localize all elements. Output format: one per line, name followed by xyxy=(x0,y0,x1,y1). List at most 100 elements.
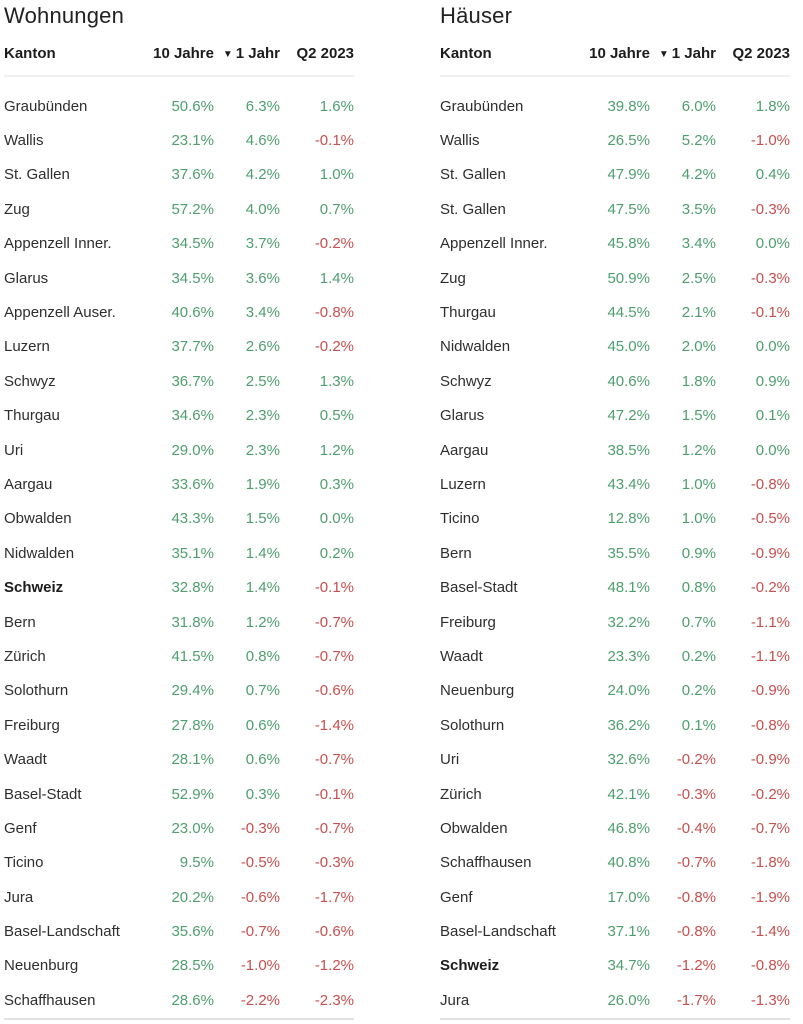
ten-jahre-cell: 44.5% xyxy=(607,304,650,322)
wohnungen-header-kanton[interactable]: Kanton xyxy=(4,45,56,62)
q2-cell: -0.7% xyxy=(314,647,354,665)
q2-cell: 1.4% xyxy=(319,269,354,287)
haeuser-header-10-jahre[interactable]: 10 Jahre xyxy=(589,45,650,62)
canton-cell: Neuenburg xyxy=(440,682,515,700)
canton-cell: Schwyz xyxy=(4,372,56,390)
ein-jahr-cell: -0.3% xyxy=(676,785,716,803)
ten-jahre-cell: 31.8% xyxy=(171,613,214,631)
canton-cell: Thurgau xyxy=(4,407,60,425)
table-row: Genf 17.0% -0.8% -1.9% xyxy=(440,880,790,914)
table-row: Neuenburg 28.5% -1.0% -1.2% xyxy=(4,949,354,983)
ten-jahre-cell: 28.5% xyxy=(171,957,214,975)
canton-cell: Ticino xyxy=(440,510,480,528)
ein-jahr-cell: -2.2% xyxy=(240,991,280,1009)
wohnungen-header-1-jahr-label: 1 Jahr xyxy=(235,45,280,62)
table-row: Graubünden 39.8% 6.0% 1.8% xyxy=(440,89,790,123)
wohnungen-header-q2-2023[interactable]: Q2 2023 xyxy=(296,45,354,62)
q2-cell: -0.8% xyxy=(314,304,354,322)
ten-jahre-cell: 37.6% xyxy=(171,166,214,184)
ten-jahre-cell: 34.7% xyxy=(607,957,650,975)
ten-jahre-cell: 34.5% xyxy=(171,269,214,287)
canton-cell: Graubünden xyxy=(440,97,524,115)
q2-cell: -0.8% xyxy=(750,475,790,493)
table-row: Wallis 23.1% 4.6% -0.1% xyxy=(4,123,354,157)
ein-jahr-cell: 0.7% xyxy=(245,682,280,700)
canton-cell: Zug xyxy=(440,269,466,287)
ten-jahre-cell: 29.0% xyxy=(171,441,214,459)
canton-cell: Neuenburg xyxy=(4,957,79,975)
canton-cell: Luzern xyxy=(4,338,50,356)
canton-cell: Uri xyxy=(4,441,24,459)
ten-jahre-cell: 26.5% xyxy=(607,132,650,150)
ein-jahr-cell: 5.2% xyxy=(681,132,716,150)
canton-cell: Waadt xyxy=(440,647,483,665)
ein-jahr-cell: 2.3% xyxy=(245,441,280,459)
ten-jahre-cell: 35.6% xyxy=(171,923,214,941)
ein-jahr-cell: 1.2% xyxy=(681,441,716,459)
q2-cell: 0.4% xyxy=(755,166,790,184)
table-row: Aargau 33.6% 1.9% 0.3% xyxy=(4,467,354,501)
ein-jahr-cell: 1.4% xyxy=(245,544,280,562)
ein-jahr-cell: 3.5% xyxy=(681,200,716,218)
wohnungen-header-1-jahr[interactable]: ▼ 1 Jahr xyxy=(214,45,280,62)
ten-jahre-cell: 38.5% xyxy=(607,441,650,459)
canton-cell: Luzern xyxy=(440,475,486,493)
ein-jahr-cell: -0.4% xyxy=(676,819,716,837)
ein-jahr-cell: 2.1% xyxy=(681,304,716,322)
haeuser-rows: Graubünden 39.8% 6.0% 1.8% Wallis 26.5% … xyxy=(440,77,790,1020)
ten-jahre-cell: 50.6% xyxy=(171,97,214,115)
haeuser-header-kanton[interactable]: Kanton xyxy=(440,45,492,62)
haeuser-header-1-jahr[interactable]: ▼ 1 Jahr xyxy=(650,45,716,62)
ein-jahr-cell: -0.8% xyxy=(676,923,716,941)
canton-cell: Waadt xyxy=(4,751,47,769)
ein-jahr-cell: 1.8% xyxy=(681,372,716,390)
ein-jahr-cell: -0.5% xyxy=(240,854,280,872)
canton-cell: Jura xyxy=(440,991,470,1009)
table-row: Ticino 12.8% 1.0% -0.5% xyxy=(440,502,790,536)
ein-jahr-cell: 2.5% xyxy=(245,372,280,390)
canton-cell: Thurgau xyxy=(440,304,496,322)
haeuser-header-1-jahr-label: 1 Jahr xyxy=(671,45,716,62)
canton-cell: Basel-Landschaft xyxy=(440,923,556,941)
ten-jahre-cell: 45.0% xyxy=(607,338,650,356)
canton-cell: Glarus xyxy=(4,269,49,287)
q2-cell: -2.3% xyxy=(314,991,354,1009)
table-row: Nidwalden 45.0% 2.0% 0.0% xyxy=(440,330,790,364)
q2-cell: -0.7% xyxy=(750,819,790,837)
q2-cell: 0.0% xyxy=(755,338,790,356)
q2-cell: -0.9% xyxy=(750,682,790,700)
canton-cell: Genf xyxy=(440,888,473,906)
q2-cell: 0.7% xyxy=(319,200,354,218)
table-row: Schweiz 34.7% -1.2% -0.8% xyxy=(440,949,790,983)
table-row: Waadt 23.3% 0.2% -1.1% xyxy=(440,639,790,673)
canton-cell: Solothurn xyxy=(4,682,69,700)
canton-cell: Aargau xyxy=(4,475,53,493)
q2-cell: -0.5% xyxy=(750,510,790,528)
q2-cell: -0.2% xyxy=(750,785,790,803)
ein-jahr-cell: 1.4% xyxy=(245,579,280,597)
canton-cell: Schwyz xyxy=(440,372,492,390)
q2-cell: -1.1% xyxy=(750,613,790,631)
q2-cell: -1.9% xyxy=(750,888,790,906)
ein-jahr-cell: 0.8% xyxy=(681,579,716,597)
canton-cell: Freiburg xyxy=(440,613,496,631)
table-row: Schaffhausen 28.6% -2.2% -2.3% xyxy=(4,983,354,1017)
table-row: Wallis 26.5% 5.2% -1.0% xyxy=(440,123,790,157)
q2-cell: -0.6% xyxy=(314,923,354,941)
ten-jahre-cell: 48.1% xyxy=(607,579,650,597)
canton-cell: Obwalden xyxy=(440,819,508,837)
q2-cell: 0.9% xyxy=(755,372,790,390)
ein-jahr-cell: 4.2% xyxy=(245,166,280,184)
ten-jahre-cell: 45.8% xyxy=(607,235,650,253)
canton-cell: Schweiz xyxy=(440,957,500,975)
table-row: Solothurn 29.4% 0.7% -0.6% xyxy=(4,674,354,708)
table-row: Appenzell Inner. 45.8% 3.4% 0.0% xyxy=(440,227,790,261)
table-row: Glarus 34.5% 3.6% 1.4% xyxy=(4,261,354,295)
ten-jahre-cell: 12.8% xyxy=(607,510,650,528)
canton-cell: Wallis xyxy=(4,132,44,150)
table-row: St. Gallen 47.5% 3.5% -0.3% xyxy=(440,192,790,226)
wohnungen-header-10-jahre[interactable]: 10 Jahre xyxy=(153,45,214,62)
haeuser-header-q2-2023[interactable]: Q2 2023 xyxy=(732,45,790,62)
q2-cell: 0.5% xyxy=(319,407,354,425)
wohnungen-title: Wohnungen xyxy=(4,3,125,28)
